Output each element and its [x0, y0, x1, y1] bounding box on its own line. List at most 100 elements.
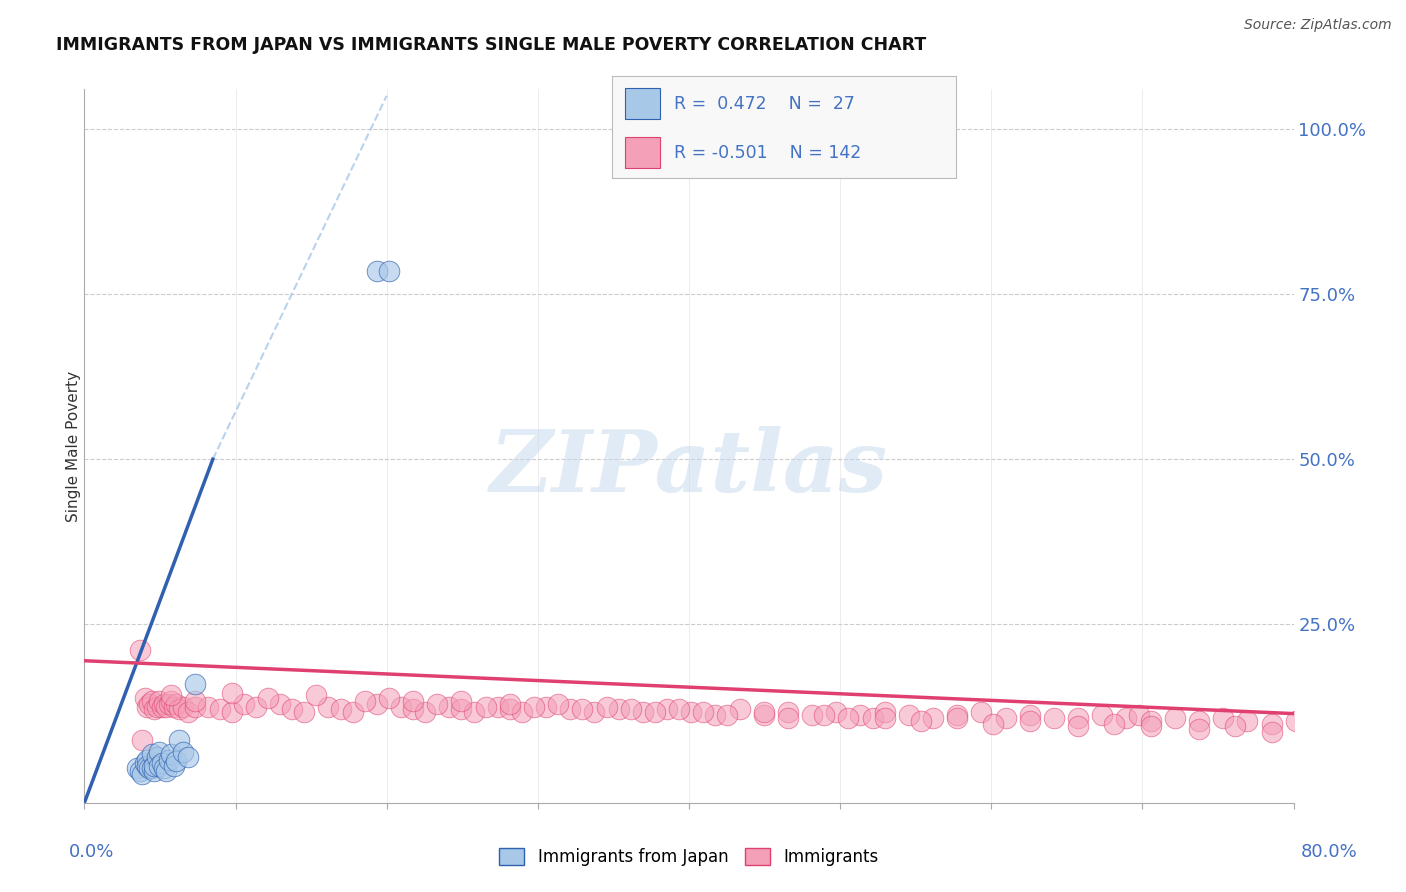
Point [398, 673, 420, 688]
Point [799, 683, 821, 698]
Point [308, 670, 330, 684]
Point [709, 690, 731, 704]
Point [1192, 703, 1215, 717]
Point [1177, 706, 1199, 721]
Point [1071, 697, 1094, 711]
Point [481, 680, 503, 694]
Point [217, 660, 239, 674]
Point [541, 680, 564, 694]
Text: R = -0.501    N = 142: R = -0.501 N = 142 [673, 144, 860, 161]
Point [451, 670, 474, 684]
Point [1101, 697, 1123, 711]
Point [254, 673, 277, 688]
Point [337, 664, 360, 678]
Point [700, 677, 723, 691]
Point [232, 154, 254, 169]
Point [262, 664, 284, 678]
Point [912, 703, 935, 717]
FancyBboxPatch shape [626, 137, 659, 168]
Text: IMMIGRANTS FROM JAPAN VS IMMIGRANTS SINGLE MALE POVERTY CORRELATION CHART: IMMIGRANTS FROM JAPAN VS IMMIGRANTS SING… [56, 36, 927, 54]
Point [950, 690, 973, 704]
Point [420, 673, 443, 688]
Point [1130, 703, 1153, 717]
Point [481, 673, 503, 688]
Point [723, 680, 745, 694]
Point [1222, 706, 1244, 721]
Point [541, 673, 564, 688]
Point [156, 657, 179, 671]
Point [935, 693, 957, 707]
Point [754, 680, 776, 694]
Point [97, 736, 120, 750]
Point [149, 667, 172, 681]
Point [662, 680, 685, 694]
Point [382, 670, 405, 684]
Point [413, 670, 436, 684]
Y-axis label: Single Male Poverty: Single Male Poverty [66, 370, 80, 522]
Point [90, 667, 112, 681]
Point [89, 736, 111, 750]
Point [1222, 703, 1244, 717]
Point [588, 680, 610, 694]
Point [1177, 700, 1199, 714]
Point [209, 673, 232, 688]
Point [1237, 703, 1260, 717]
Point [315, 673, 337, 688]
Point [80, 730, 103, 744]
Point [91, 739, 114, 754]
Point [406, 670, 429, 684]
Point [346, 670, 368, 684]
Point [375, 670, 398, 684]
Point [84, 660, 107, 674]
Point [80, 736, 103, 750]
Point [94, 664, 117, 678]
Point [709, 683, 731, 698]
Point [467, 677, 489, 691]
Point [920, 687, 942, 701]
Point [1011, 697, 1033, 711]
Point [436, 677, 458, 691]
Point [277, 660, 299, 674]
Point [1085, 710, 1108, 724]
Point [783, 697, 806, 711]
Text: 80.0%: 80.0% [1301, 843, 1357, 861]
Point [225, 154, 247, 169]
Point [633, 677, 655, 691]
Point [104, 720, 127, 734]
Point [79, 657, 101, 671]
Point [194, 667, 217, 681]
Point [1267, 706, 1289, 721]
Point [98, 664, 121, 678]
Point [308, 664, 330, 678]
Point [1063, 703, 1085, 717]
Point [557, 677, 579, 691]
Point [1154, 710, 1177, 724]
Point [965, 693, 987, 707]
Point [859, 687, 882, 701]
Point [1085, 700, 1108, 714]
Point [519, 680, 541, 694]
Point [111, 640, 134, 655]
Point [678, 677, 700, 691]
Point [90, 733, 112, 747]
Point [82, 664, 104, 678]
Point [84, 723, 107, 738]
Point [1199, 710, 1222, 724]
Point [1056, 700, 1078, 714]
Point [96, 654, 118, 668]
Point [86, 670, 108, 684]
Point [91, 664, 114, 678]
Point [201, 670, 224, 684]
Point [84, 739, 107, 754]
Point [239, 667, 262, 681]
Point [270, 667, 292, 681]
Point [80, 667, 103, 681]
Point [322, 667, 344, 681]
Point [225, 664, 247, 678]
Point [360, 673, 382, 688]
Point [77, 706, 100, 721]
Point [107, 673, 129, 688]
Point [610, 687, 633, 701]
Point [890, 687, 912, 701]
Point [1047, 693, 1070, 707]
